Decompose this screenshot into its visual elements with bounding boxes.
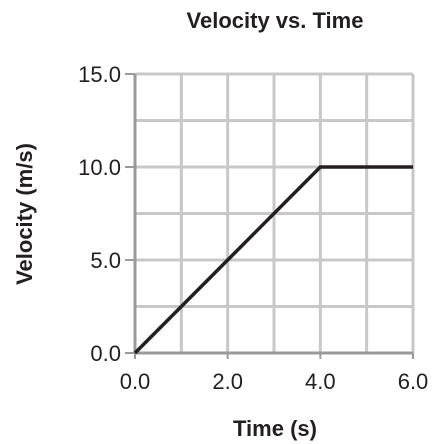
velocity-line (133, 165, 413, 355)
chart-title: Velocity vs. Time (187, 8, 364, 33)
y-tick-label-3: 15.0 (78, 62, 121, 87)
axes (125, 73, 414, 359)
y-axis-label: Velocity (m/s) (12, 143, 37, 285)
x-tick-label-2: 4.0 (305, 369, 336, 394)
tick-labels: 0.0 5.0 10.0 15.0 0.0 2.0 4.0 6.0 (78, 62, 428, 394)
series (133, 165, 413, 355)
x-tick-label-3: 6.0 (398, 369, 429, 394)
y-tick-label-0: 0.0 (90, 341, 121, 366)
x-axis-label: Time (s) (233, 416, 317, 441)
x-tick-label-1: 2.0 (212, 369, 243, 394)
x-tick-label-0: 0.0 (120, 369, 151, 394)
y-tick-label-2: 10.0 (78, 155, 121, 180)
y-tick-label-1: 5.0 (90, 248, 121, 273)
